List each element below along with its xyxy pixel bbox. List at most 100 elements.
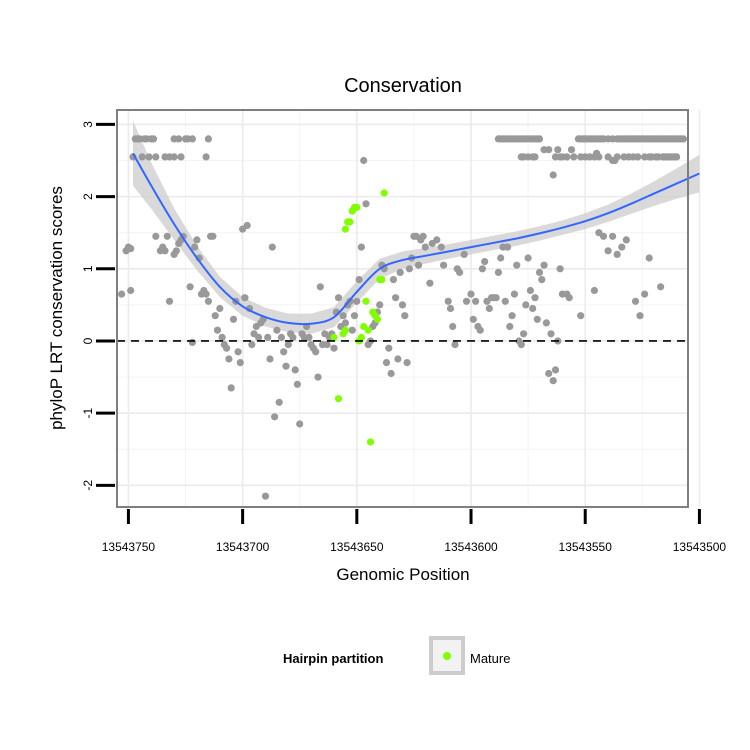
data-point <box>323 341 331 349</box>
x-axis: 13543750 13543700 13543650 13543600 13543550… <box>102 509 726 554</box>
y-tick-label: 3 <box>81 121 95 128</box>
data-point <box>284 341 292 349</box>
data-point <box>504 243 512 251</box>
plot-area <box>117 110 688 507</box>
data-point <box>613 153 621 161</box>
x-tick-label: 13543750 <box>102 540 156 554</box>
data-point <box>510 290 518 298</box>
data-point <box>631 297 640 305</box>
confidence-band <box>133 120 700 334</box>
data-point <box>469 315 477 323</box>
data-point <box>312 348 320 356</box>
data-point <box>339 312 347 320</box>
data-point <box>456 268 464 276</box>
data-point <box>440 261 448 269</box>
data-point <box>577 312 585 320</box>
data-point <box>223 344 231 352</box>
legend-label-mature: Mature <box>470 651 510 666</box>
data-point <box>529 304 537 313</box>
data-point <box>535 135 544 143</box>
data-point <box>401 312 409 320</box>
chart-title: Conservation <box>344 75 462 97</box>
data-point <box>426 279 434 287</box>
data-point <box>517 341 525 349</box>
data-point-mature <box>346 218 354 226</box>
data-point-mature <box>330 333 338 341</box>
data-point <box>618 243 626 251</box>
data-point <box>524 254 532 262</box>
data-point <box>526 286 535 295</box>
data-point <box>227 384 235 392</box>
data-point <box>127 286 135 295</box>
data-point <box>191 243 199 251</box>
y-tick-label: 0 <box>81 337 95 344</box>
data-point <box>437 243 445 251</box>
data-point <box>170 153 178 161</box>
data-point <box>645 254 653 262</box>
data-point <box>248 341 256 349</box>
data-point-mature <box>341 225 349 233</box>
data-point <box>275 398 283 406</box>
data-point <box>545 369 553 378</box>
data-point <box>282 362 290 370</box>
data-point <box>202 153 210 161</box>
data-point <box>392 294 400 302</box>
data-point <box>188 338 196 346</box>
data-point <box>398 301 407 309</box>
x-tick-label: 13543650 <box>330 540 384 554</box>
data-point <box>145 153 153 161</box>
data-point <box>330 344 338 352</box>
data-point <box>382 359 391 367</box>
data-point <box>538 276 546 284</box>
data-point <box>467 290 475 298</box>
data-point <box>216 304 224 313</box>
legend-title: Hairpin partition <box>283 651 383 666</box>
points-mature <box>330 189 388 446</box>
data-point <box>535 268 544 276</box>
grid-lines <box>117 110 701 507</box>
data-point <box>494 268 502 276</box>
data-point <box>595 153 603 161</box>
data-point <box>152 232 160 240</box>
data-point <box>261 492 270 500</box>
data-point <box>163 232 171 240</box>
data-point-mature <box>334 395 343 403</box>
data-point <box>492 294 500 302</box>
y-tick-label: -2 <box>81 480 95 491</box>
data-point <box>350 312 359 320</box>
data-point <box>389 276 397 284</box>
x-tick-label: 13543700 <box>216 540 270 554</box>
smooth-curve <box>132 152 700 326</box>
data-point <box>565 294 573 302</box>
data-point <box>236 359 244 367</box>
legend-key-box <box>429 636 465 675</box>
data-point <box>172 247 180 255</box>
data-point-mature <box>353 203 361 211</box>
data-point <box>273 326 281 334</box>
data-point-mature <box>357 333 365 341</box>
data-point <box>508 312 516 320</box>
data-point <box>152 153 160 161</box>
data-point <box>193 236 201 244</box>
data-point <box>551 366 560 374</box>
data-point <box>599 232 608 240</box>
data-point <box>234 348 242 356</box>
data-point <box>501 297 509 305</box>
plot-border <box>116 109 689 508</box>
data-point <box>549 377 557 385</box>
data-point <box>472 297 480 305</box>
data-point <box>433 236 441 244</box>
data-point <box>460 250 468 258</box>
data-point <box>280 348 288 356</box>
data-point <box>243 221 251 230</box>
data-point <box>341 319 349 327</box>
data-point <box>149 135 158 143</box>
data-point <box>175 135 183 143</box>
data-point <box>266 355 274 363</box>
y-axis: 3 2 1 0 -1 -2 <box>81 121 115 491</box>
data-point <box>211 312 219 320</box>
data-point <box>241 294 249 302</box>
data-point <box>556 265 564 273</box>
data-point <box>533 315 541 323</box>
